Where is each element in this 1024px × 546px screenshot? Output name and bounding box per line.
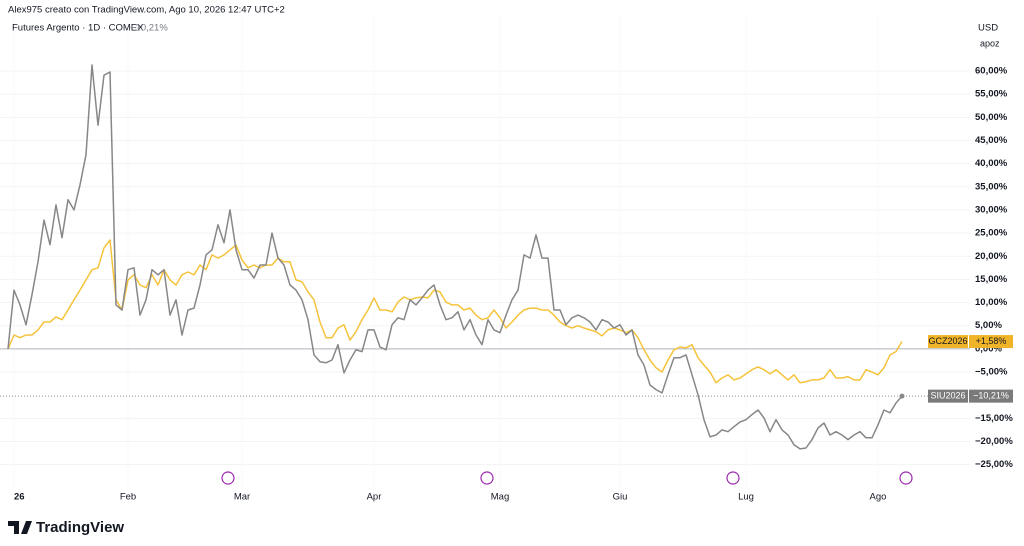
y-tick-label: 15,00% [975,274,1008,285]
logo: TradingView [8,519,124,536]
series-name: GCZ2026 [928,336,967,346]
event-icon[interactable] [899,471,913,485]
last-value-box [969,389,1013,403]
y-tick-label: 50,00% [975,112,1008,123]
event-icon[interactable] [221,471,235,485]
y-tick-label: −25,00% [975,459,1013,470]
x-tick-label: Lug [738,492,754,503]
series-name-box [928,335,968,349]
y-tick-label: 25,00% [975,228,1008,239]
x-tick-label: Apr [367,492,382,503]
chart-title: Futures Argento · 1D · COMEX [12,23,144,34]
y-tick-label: 20,00% [975,251,1008,262]
change: −10,21% [130,23,168,34]
event-icon[interactable] [726,471,740,485]
y-tick-label: 0,00% [975,343,1002,354]
series-line [7,239,903,384]
y-tick-label: 30,00% [975,204,1008,215]
last-point [899,393,905,399]
y-tick-label: 10,00% [975,297,1008,308]
scale-modes: apoz [980,38,1000,48]
event-icons [221,471,913,485]
grid [0,15,970,488]
last-value-label: −10,21% [973,391,1009,401]
series-line [7,64,903,450]
x-tick-label: Giu [613,492,628,503]
y-tick-label: 45,00% [975,135,1008,146]
y-tick-label: −5,00% [975,367,1008,378]
x-tick-label: 26 [14,492,25,503]
y-tick-label: −20,00% [975,436,1013,447]
y-tick-label: 55,00% [975,89,1008,100]
x-tick-label: Ago [870,492,887,503]
series-name-box [928,389,968,403]
event-icon[interactable] [480,471,494,485]
x-tick-label: Mar [234,492,250,503]
x-tick-label: Mag [491,492,509,503]
series-name: SIU2026 [930,391,965,401]
brand: TradingView [36,519,124,536]
credit: Alex975 creato con TradingView.com, Ago … [8,5,285,16]
y-tick-label: 5,00% [975,320,1002,331]
currency: USD [978,23,998,34]
logo-icon [8,521,32,534]
y-tick-label: 35,00% [975,181,1008,192]
last-value-box [969,335,1013,349]
y-tick-label: −15,00% [975,413,1013,424]
y-tick-label: 40,00% [975,158,1008,169]
y-tick-label: 60,00% [975,66,1008,77]
x-tick-label: Feb [120,492,136,503]
last-value-label: +1,58% [976,336,1007,346]
